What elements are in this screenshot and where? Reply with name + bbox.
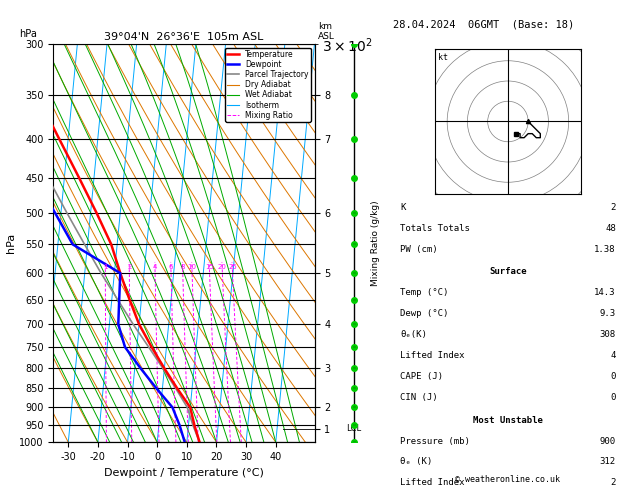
Text: 2: 2 bbox=[127, 264, 131, 270]
Text: Dewp (°C): Dewp (°C) bbox=[400, 309, 448, 318]
Text: 6: 6 bbox=[169, 264, 173, 270]
Text: 8: 8 bbox=[181, 264, 185, 270]
X-axis label: Dewpoint / Temperature (°C): Dewpoint / Temperature (°C) bbox=[104, 468, 264, 478]
Text: θₑ(K): θₑ(K) bbox=[400, 330, 427, 339]
Text: CIN (J): CIN (J) bbox=[400, 393, 438, 402]
Text: Mixing Ratio (g/kg): Mixing Ratio (g/kg) bbox=[371, 200, 380, 286]
Text: Most Unstable: Most Unstable bbox=[473, 416, 543, 425]
Text: LCL: LCL bbox=[346, 424, 361, 433]
Title: 39°04'N  26°36'E  105m ASL: 39°04'N 26°36'E 105m ASL bbox=[104, 32, 264, 42]
Text: 4: 4 bbox=[153, 264, 157, 270]
Text: 28.04.2024  06GMT  (Base: 18): 28.04.2024 06GMT (Base: 18) bbox=[393, 19, 574, 29]
Text: kt: kt bbox=[438, 53, 448, 62]
Text: © weatheronline.co.uk: © weatheronline.co.uk bbox=[455, 474, 560, 484]
Text: 308: 308 bbox=[599, 330, 616, 339]
Text: km
ASL: km ASL bbox=[318, 22, 335, 41]
Text: Lifted Index: Lifted Index bbox=[400, 351, 464, 360]
Text: 9.3: 9.3 bbox=[599, 309, 616, 318]
Text: CAPE (J): CAPE (J) bbox=[400, 372, 443, 381]
Text: K: K bbox=[400, 203, 405, 212]
Text: PW (cm): PW (cm) bbox=[400, 244, 438, 254]
Text: 0: 0 bbox=[611, 372, 616, 381]
Text: 15: 15 bbox=[205, 264, 214, 270]
Text: 0: 0 bbox=[611, 393, 616, 402]
Text: Temp (°C): Temp (°C) bbox=[400, 288, 448, 297]
Text: 1.38: 1.38 bbox=[594, 244, 616, 254]
Y-axis label: hPa: hPa bbox=[6, 233, 16, 253]
Text: 10: 10 bbox=[187, 264, 197, 270]
Legend: Temperature, Dewpoint, Parcel Trajectory, Dry Adiabat, Wet Adiabat, Isotherm, Mi: Temperature, Dewpoint, Parcel Trajectory… bbox=[225, 48, 311, 122]
Text: 312: 312 bbox=[599, 457, 616, 467]
Text: 4: 4 bbox=[611, 351, 616, 360]
Text: Lifted Index: Lifted Index bbox=[400, 478, 464, 486]
Text: 2: 2 bbox=[611, 203, 616, 212]
Text: Pressure (mb): Pressure (mb) bbox=[400, 436, 470, 446]
Text: 2: 2 bbox=[611, 478, 616, 486]
Text: 20: 20 bbox=[218, 264, 227, 270]
Text: 25: 25 bbox=[228, 264, 237, 270]
Text: hPa: hPa bbox=[19, 29, 36, 39]
Text: Totals Totals: Totals Totals bbox=[400, 224, 470, 233]
Text: θₑ (K): θₑ (K) bbox=[400, 457, 432, 467]
Text: 900: 900 bbox=[599, 436, 616, 446]
Text: 1: 1 bbox=[103, 264, 108, 270]
Text: Surface: Surface bbox=[489, 267, 526, 277]
Text: 14.3: 14.3 bbox=[594, 288, 616, 297]
Text: 48: 48 bbox=[605, 224, 616, 233]
